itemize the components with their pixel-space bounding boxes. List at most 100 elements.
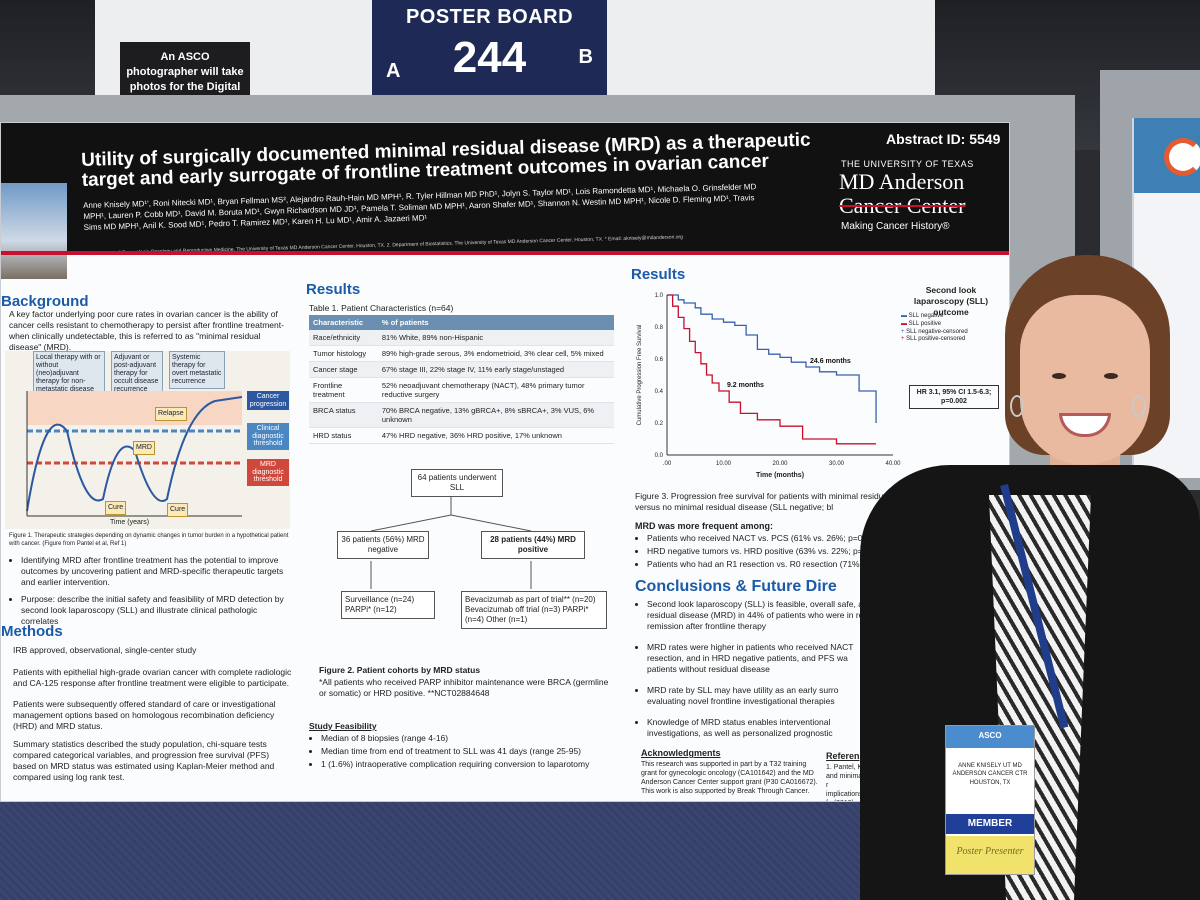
conclusion-item: MRD rates were higher in patients who re… (647, 642, 875, 675)
km-legend-label: SLL positive (908, 320, 942, 327)
board-number: 244 (452, 33, 527, 82)
km-legend: ▬ SLL negative ▬ SLL positive + SLL nega… (901, 313, 1001, 344)
table-row: Race/ethnicity 81% White, 89% non-Hispani… (309, 330, 614, 346)
mrd-label: MRD (133, 441, 155, 456)
poster-header: Utility of surgically documented minimal… (1, 123, 1009, 279)
schema-box-systemic: Systemic therapy for overt metastatic re… (169, 351, 225, 390)
methods-p2: Patients with epithelial high-grade ovar… (13, 667, 292, 689)
badge-name: ANNE KNISELY UT MD ANDERSON CANCER CTR H… (952, 763, 1028, 786)
feasibility-heading: Study Feasibility (309, 721, 377, 731)
km-x-tick: 30.00 (829, 461, 845, 467)
km-median-label: 24.6 months (810, 358, 851, 365)
board-side-b: B (578, 46, 593, 68)
neighbor-logo-icon (1164, 138, 1200, 176)
km-legend-label: SLL negative (908, 313, 944, 319)
research-poster: Utility of surgically documented minimal… (0, 122, 1010, 802)
km-y-tick: 0.0 (655, 453, 664, 459)
table-row: HRD status 47% HRD negative, 36% HRD posi… (309, 427, 614, 444)
references-text: 1. Pantel, K and minimal r implications … (826, 764, 864, 801)
board-label: POSTER BOARD (405, 6, 574, 28)
figure1-caption: Figure 1. Therapeutic strategies dependi… (9, 533, 289, 547)
legend-mrd-threshold: MRD diagnostic threshold (247, 459, 289, 487)
feasibility-item: Median time from end of treatment to SLL… (321, 746, 609, 757)
conclusion-item: Knowledge of MRD status enables interven… (647, 717, 875, 739)
building-photo (1, 183, 67, 279)
table-header: Characteristic (309, 315, 378, 330)
cohort-flow-connectors (370, 493, 532, 589)
table1-caption: Table 1. Patient Characteristics (n=64) (309, 303, 454, 313)
name-badge: ASCO ANNE KNISELY UT MD ANDERSON CANCER … (945, 725, 1035, 875)
background-intro: A key factor underlying poor cure rates … (9, 309, 284, 353)
background-heading: Background (1, 293, 89, 310)
flow-mrd-positive: 28 patients (44%) MRD positive (481, 531, 585, 559)
table-row: Tumor histology 89% high-grade serous, 3%… (309, 345, 614, 362)
mrd-frequency-list: Patients who received NACT vs. PCS (61% … (635, 533, 915, 572)
table-cell: 52% neoadjuvant chemotherapy (NACT), 48%… (377, 377, 614, 403)
methods-p4: Summary statistics described the study p… (13, 739, 275, 783)
km-survival-plot: .00 10.00 20.00 30.00 40.00 1.0 0.8 0.6 0.4 0.2 0.… (637, 293, 901, 479)
km-y-label: Cumulative Progression Free Survival (637, 325, 643, 426)
table-cell: 47% HRD negative, 36% HRD positive, 17% … (377, 427, 614, 444)
schedule-card (750, 4, 925, 74)
figure1-schematic: Local therapy with or without (neo)adjuv… (5, 351, 290, 529)
km-legend-label: SLL positive-censored (906, 336, 966, 343)
conclusions-heading: Conclusions & Future Dire (635, 578, 837, 595)
tumour-load-curve (26, 391, 243, 517)
km-legend-label: SLL negative-censored (906, 328, 968, 335)
km-x-tick: 10.00 (716, 461, 732, 467)
km-x-tick: 20.00 (772, 461, 788, 467)
schema-box-local: Local therapy with or without (neo)adjuv… (33, 351, 105, 398)
table-cell: Frontline treatment (309, 377, 378, 403)
schema-xlabel: Time (years) (110, 519, 150, 526)
methods-heading: Methods (1, 623, 63, 640)
abstract-id: Abstract ID: 5549 (886, 131, 1001, 147)
relapse-label: Relapse (155, 407, 187, 422)
board-side-a: A (386, 60, 401, 82)
km-x-label: Time (months) (756, 472, 804, 479)
poster-title: Utility of surgically documented minimal… (80, 129, 811, 191)
km-y-tick: 0.6 (655, 357, 664, 363)
conclusion-item: Second look laparoscopy (SLL) is feasibl… (647, 599, 875, 632)
methods-p3: Patients were subsequently offered stand… (13, 699, 276, 732)
table-row: BRCA status 70% BRCA negative, 13% gBRCA+… (309, 402, 614, 428)
feasibility-list: Median of 8 biopsies (range 4-16) Median… (309, 733, 609, 772)
legend-clinical-threshold: Clinical diagnostic threshold (247, 423, 289, 451)
poster-authors: Anne Knisely MD¹', Roni Nitecki MD¹, Bry… (83, 182, 757, 232)
smile (1059, 413, 1111, 437)
flow-negative-outcomes: Surveillance (n=24) PARPi* (n=12) (341, 591, 435, 619)
flow-positive-outcomes: Bevacizumab as part of trial** (n=20) Be… (461, 591, 607, 629)
logo-name: MD Anderson (839, 169, 965, 194)
acknowledgments-text: This research was supported in part by a… (641, 761, 818, 796)
km-series-line (667, 294, 877, 445)
mrd-frequency-item: Patients who had an R1 resection vs. R0 … (647, 559, 915, 570)
hazard-ratio-box: HR 3.1, 95% CI 1.5-6.3; p=0.002 (909, 385, 999, 410)
figure2-note: *All patients who received PARP inhibito… (319, 677, 609, 699)
km-legend-item: ▬ SLL negative (901, 313, 944, 319)
table-cell: Race/ethnicity (309, 330, 378, 346)
flow-top: 64 patients underwent SLL (411, 469, 503, 497)
right-eye (1104, 373, 1118, 379)
references-heading: Referen (826, 751, 860, 761)
logo-tagline: Making Cancer History® (841, 221, 950, 232)
table-cell: BRCA status (309, 402, 378, 428)
feasibility-item: Median of 8 biopsies (range 4-16) (321, 733, 609, 744)
flow-mrd-negative: 36 patients (56%) MRD negative (337, 531, 429, 559)
km-y-tick: 0.8 (655, 325, 664, 331)
km-y-tick: 0.2 (655, 421, 664, 427)
table-cell: Tumor histology (309, 345, 378, 362)
km-x-tick: .00 (663, 461, 672, 467)
header-rule (1, 251, 1009, 255)
background-bullet: Purpose: describe the initial safety and… (21, 594, 294, 627)
km-legend-item: + SLL positive-censored (901, 336, 966, 343)
table-cell: 67% stage III, 22% stage IV, 11% early s… (377, 361, 614, 378)
left-eye (1052, 373, 1066, 379)
badge-member: MEMBER (946, 814, 1034, 834)
results-heading-right: Results (631, 266, 686, 283)
conclusion-item: MRD rate by SLL may have utility as an e… (647, 685, 875, 707)
table-cell: 81% White, 89% non-Hispanic (377, 330, 614, 346)
table-cell: HRD status (309, 427, 378, 444)
km-median-label: 9.2 months (727, 382, 764, 389)
background-bullets: Identifying MRD after frontline treatmen… (9, 555, 294, 633)
figure3-caption: Figure 3. Progression free survival for … (635, 491, 1000, 513)
earring-icon (1010, 395, 1024, 417)
